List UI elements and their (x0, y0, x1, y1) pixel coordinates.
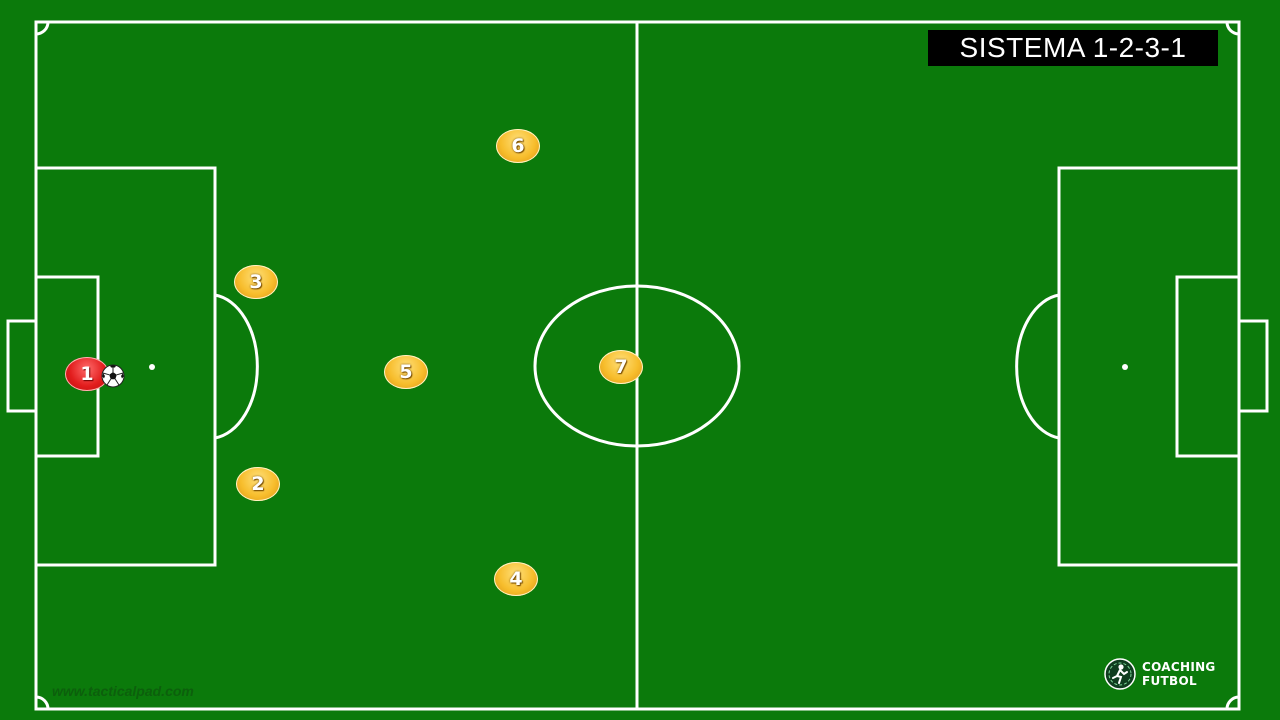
player-1-goalkeeper[interactable]: 1 (65, 357, 109, 391)
left-penalty-area (34, 166, 217, 567)
right-penalty-area (1057, 166, 1241, 567)
brand-logo-block: COACHING FUTBOL (1104, 658, 1216, 690)
player-7[interactable]: 7 (599, 350, 643, 384)
corner-arc-tr (1225, 21, 1240, 36)
soccer-ball-icon[interactable] (101, 364, 125, 388)
left-penalty-spot (149, 364, 155, 370)
right-goal (1237, 319, 1269, 413)
player-6[interactable]: 6 (496, 129, 540, 163)
formation-title: SISTEMA 1-2-3-1 (928, 30, 1218, 66)
corner-arc-br (1225, 695, 1240, 710)
player-5[interactable]: 5 (384, 355, 428, 389)
brand-line-2: FUTBOL (1142, 674, 1197, 688)
player-3[interactable]: 3 (234, 265, 278, 299)
player-2[interactable]: 2 (236, 467, 280, 501)
corner-arc-bl (35, 695, 50, 710)
right-penalty-spot (1122, 364, 1128, 370)
player-4[interactable]: 4 (494, 562, 538, 596)
coaching-futbol-logo-icon (1104, 658, 1136, 690)
corner-arc-tl (35, 21, 50, 36)
left-penalty-arc (214, 293, 259, 440)
right-penalty-arc (1015, 293, 1060, 440)
center-circle (533, 284, 741, 448)
brand-line-1: COACHING (1142, 660, 1216, 674)
left-goal (6, 319, 38, 413)
right-goal-area (1175, 275, 1241, 458)
watermark-url: www.tacticalpad.com (52, 683, 194, 699)
